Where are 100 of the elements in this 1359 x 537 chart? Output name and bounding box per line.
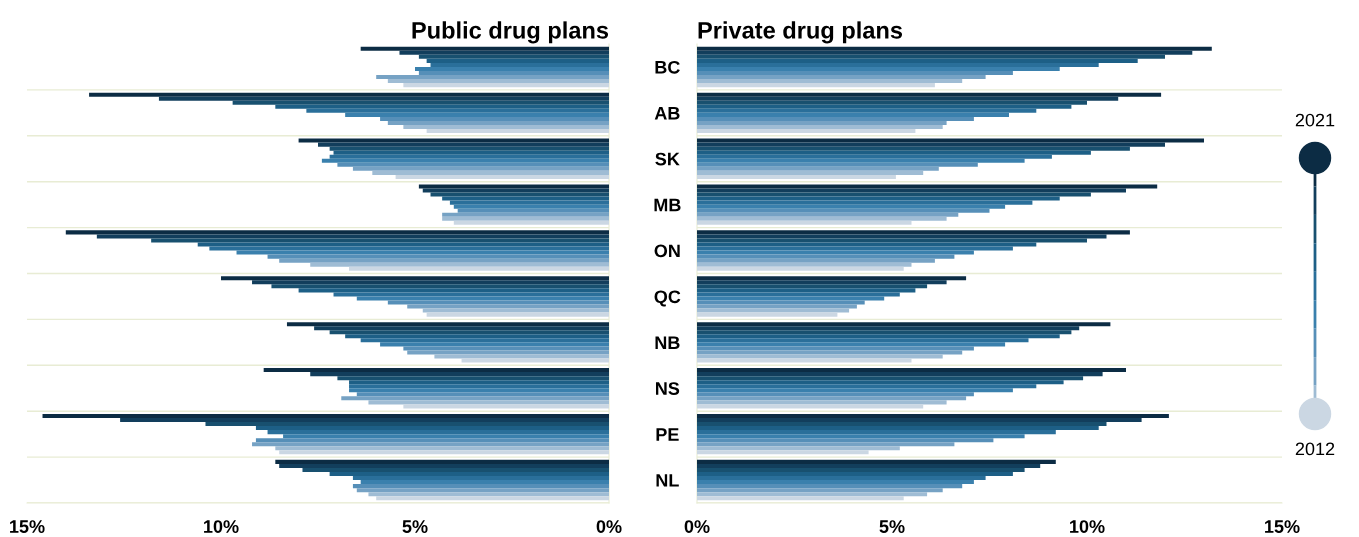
bar	[275, 459, 609, 464]
bar	[697, 380, 1064, 385]
bar	[697, 266, 904, 271]
bar	[697, 342, 1006, 347]
bar	[422, 188, 609, 193]
bar	[434, 354, 609, 359]
bar	[697, 120, 947, 125]
bar	[283, 434, 609, 439]
bar	[356, 392, 609, 397]
bar	[697, 142, 1165, 147]
bar	[263, 368, 609, 373]
bar	[697, 442, 955, 447]
bar	[255, 438, 609, 443]
bar	[333, 150, 609, 155]
bar	[65, 230, 609, 235]
bar	[697, 254, 955, 259]
bar	[426, 129, 609, 134]
bar	[352, 476, 609, 481]
bar	[442, 212, 609, 217]
bar	[697, 350, 963, 355]
bar	[697, 434, 1025, 439]
bar	[697, 146, 1130, 151]
bar	[252, 442, 609, 447]
bar	[275, 104, 609, 109]
bar	[697, 426, 1099, 431]
bar	[221, 276, 609, 281]
bar	[697, 338, 1029, 343]
bar	[232, 100, 609, 105]
bar	[426, 312, 609, 317]
bar	[697, 413, 1169, 418]
bar	[697, 417, 1142, 423]
bar	[697, 258, 935, 263]
bar	[697, 162, 978, 167]
bar	[376, 75, 609, 80]
bar	[42, 413, 609, 418]
bar	[380, 342, 609, 347]
bar	[403, 83, 609, 88]
bar	[337, 376, 609, 381]
bar	[697, 496, 904, 501]
bar	[279, 463, 609, 468]
bar	[209, 246, 609, 251]
bar	[279, 450, 609, 455]
bar	[697, 124, 943, 130]
bar	[271, 284, 609, 289]
bar	[697, 376, 1084, 381]
bar	[697, 326, 1080, 331]
bar	[422, 308, 609, 313]
bar	[349, 380, 609, 385]
bar	[345, 112, 609, 117]
bar	[310, 372, 609, 377]
y-tick-label: NB	[655, 336, 680, 349]
bar	[697, 108, 1037, 113]
bar	[697, 92, 1162, 97]
bar	[298, 138, 609, 143]
bar	[697, 192, 1091, 197]
bar	[697, 308, 850, 313]
bar	[329, 330, 609, 335]
chart-title: Private drug plans	[698, 21, 903, 44]
bar	[697, 58, 1138, 63]
x-tick-label: 5%	[402, 520, 428, 533]
bar	[697, 354, 943, 359]
bar	[267, 254, 609, 259]
bar	[407, 350, 609, 355]
bar	[442, 216, 609, 221]
bar	[352, 166, 609, 171]
bar	[352, 484, 609, 489]
bar	[461, 358, 609, 363]
y-tick-label: SK	[655, 152, 680, 166]
bar	[697, 250, 974, 255]
bar	[697, 471, 1013, 477]
bar	[697, 54, 1165, 59]
bar	[697, 166, 939, 171]
bar	[697, 150, 1091, 155]
bar	[697, 467, 1025, 472]
bar	[697, 112, 1009, 117]
y-tick-label: BC	[655, 60, 680, 74]
y-tick-label: AB	[654, 106, 680, 120]
bar	[314, 326, 609, 331]
bar	[697, 216, 947, 221]
bar	[360, 480, 609, 485]
bar	[697, 388, 1013, 393]
bar	[697, 46, 1212, 51]
bar	[298, 288, 609, 293]
bar	[403, 404, 609, 409]
bar	[697, 242, 1037, 247]
bar	[697, 480, 974, 485]
bar	[457, 208, 609, 213]
bar	[697, 62, 1099, 67]
chart-title: Public drug plans	[412, 21, 609, 44]
bar	[368, 492, 609, 497]
bar	[697, 384, 1037, 389]
bar	[356, 488, 609, 493]
bar	[453, 204, 609, 209]
bar	[697, 246, 1013, 251]
bar	[430, 62, 609, 67]
bar	[697, 158, 1025, 163]
bar	[697, 104, 1072, 109]
bar	[697, 288, 916, 293]
bar	[430, 192, 609, 197]
bar	[310, 262, 609, 267]
